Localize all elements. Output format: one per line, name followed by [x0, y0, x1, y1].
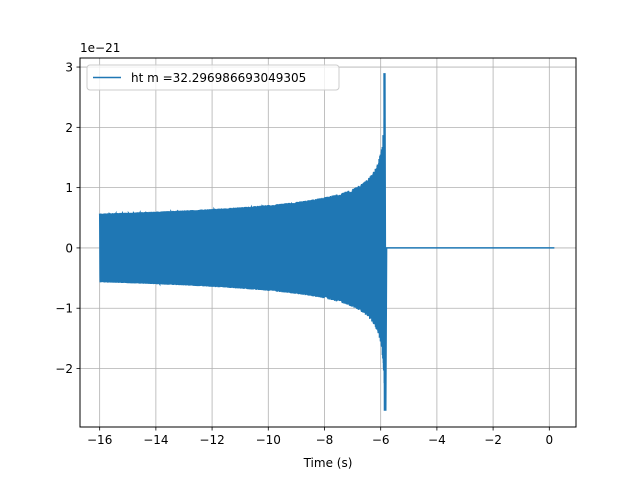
- y-tick-label: 0: [65, 241, 73, 255]
- y-tick-label: 2: [65, 121, 73, 135]
- y-tick-label: 1: [65, 181, 73, 195]
- y-scale-label: 1e−21: [80, 41, 120, 55]
- x-tick-label: −2: [484, 433, 502, 447]
- series-line: [98, 73, 555, 411]
- x-tick-label: −16: [87, 433, 112, 447]
- x-tick-label: −12: [199, 433, 224, 447]
- x-tick-label: −14: [143, 433, 168, 447]
- x-tick-label: −6: [372, 433, 390, 447]
- y-tick-label: 3: [65, 61, 73, 75]
- y-axis-ticks: −2 −1 0 1 2 3: [55, 61, 80, 376]
- x-axis-label: Time (s): [303, 456, 353, 470]
- series-layer: [98, 73, 555, 411]
- x-axis-ticks: −16 −14 −12 −10 −8 −6 −4 −2 0: [87, 427, 553, 447]
- plot-frame: [79, 57, 577, 428]
- legend-box: [86, 64, 340, 91]
- y-tick-label: −1: [55, 302, 73, 316]
- legend: ht m =32.296986693049305: [86, 64, 340, 91]
- y-tick-label: −2: [55, 362, 73, 376]
- x-tick-label: 0: [545, 433, 553, 447]
- x-tick-label: −10: [256, 433, 281, 447]
- x-tick-label: −8: [316, 433, 334, 447]
- legend-label: ht m =32.296986693049305: [131, 71, 306, 85]
- x-tick-label: −4: [428, 433, 446, 447]
